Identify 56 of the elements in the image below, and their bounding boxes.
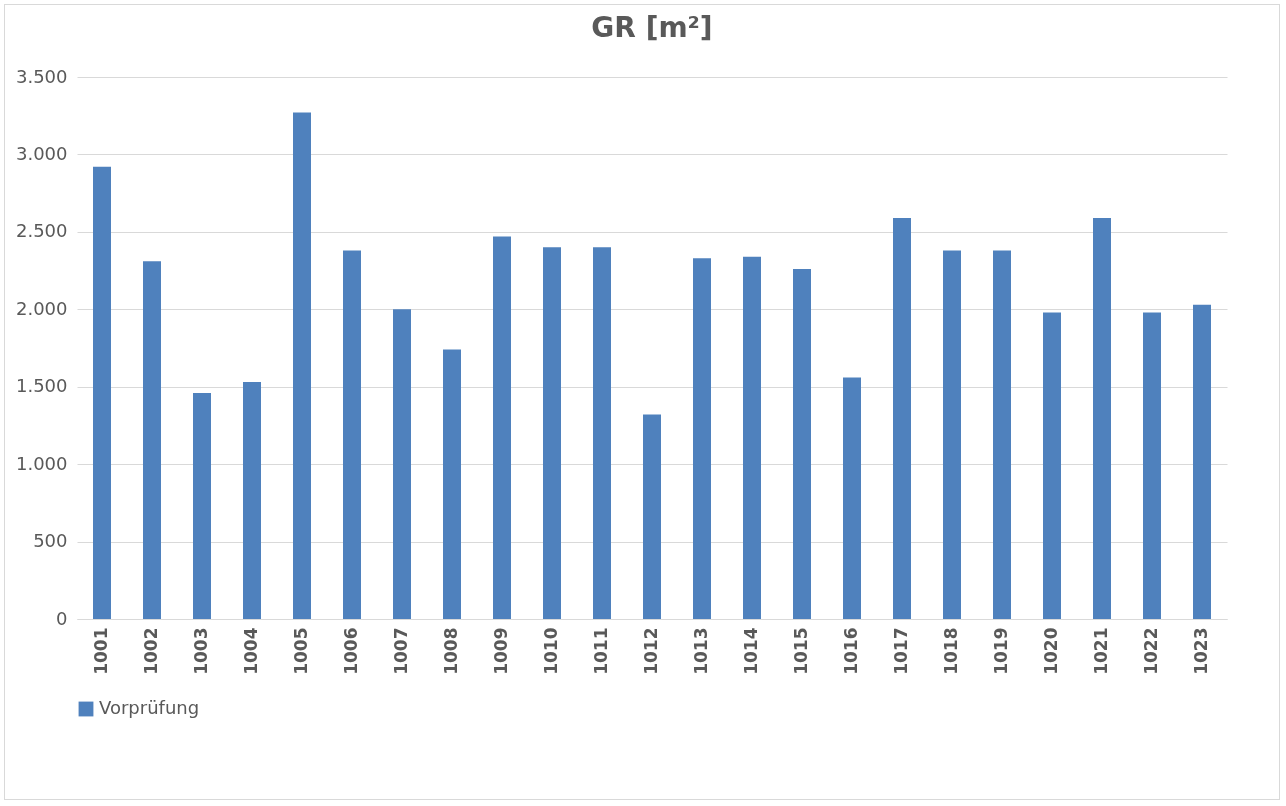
x-tick-label: 1007 bbox=[391, 627, 411, 675]
y-tick-label: 3.000 bbox=[15, 142, 68, 164]
x-tick-label: 1010 bbox=[541, 627, 561, 675]
bar bbox=[943, 250, 961, 619]
bar bbox=[193, 392, 211, 619]
x-tick-label: 1008 bbox=[441, 627, 461, 675]
x-tick-label: 1018 bbox=[941, 627, 961, 675]
bar bbox=[293, 112, 311, 619]
bar bbox=[343, 250, 361, 619]
x-tick-label: 1012 bbox=[641, 627, 661, 675]
x-tick-label: 1011 bbox=[591, 627, 611, 675]
x-tick-label: 1014 bbox=[741, 627, 761, 675]
y-tick-label: 1.500 bbox=[15, 375, 68, 397]
x-tick-label: 1002 bbox=[141, 627, 161, 675]
x-tick-label: 1023 bbox=[1191, 627, 1211, 675]
bar bbox=[743, 256, 761, 619]
bar bbox=[243, 382, 261, 619]
x-tick-label: 1003 bbox=[191, 627, 211, 675]
bar bbox=[693, 258, 711, 619]
bar bbox=[443, 349, 461, 619]
bar bbox=[393, 309, 411, 619]
x-tick-label: 1017 bbox=[891, 627, 911, 675]
y-tick-label: 0 bbox=[56, 607, 68, 629]
bar bbox=[143, 261, 161, 619]
bar bbox=[1043, 312, 1061, 619]
legend-label: Vorprüfung bbox=[99, 697, 200, 718]
bar bbox=[93, 166, 111, 619]
x-tick-label: 1009 bbox=[491, 627, 511, 675]
y-tick-label: 500 bbox=[33, 530, 68, 552]
y-tick-label: 2.500 bbox=[15, 220, 68, 242]
x-tick-label: 1001 bbox=[91, 627, 111, 675]
chart-title: GR [m²] bbox=[591, 11, 713, 44]
x-tick-label: 1022 bbox=[1141, 627, 1161, 675]
y-tick-label: 2.000 bbox=[15, 297, 68, 319]
x-tick-label: 1016 bbox=[841, 627, 861, 675]
y-tick-label: 3.500 bbox=[15, 65, 68, 87]
x-tick-label: 1015 bbox=[791, 627, 811, 675]
bar bbox=[893, 217, 911, 619]
y-tick-label: 1.000 bbox=[15, 452, 68, 474]
bar bbox=[993, 250, 1011, 619]
x-tick-label: 1021 bbox=[1091, 627, 1111, 675]
bar bbox=[1143, 312, 1161, 619]
bar bbox=[543, 247, 561, 619]
x-tick-label: 1019 bbox=[991, 627, 1011, 675]
bar bbox=[1193, 304, 1211, 619]
bar bbox=[793, 269, 811, 619]
bar bbox=[843, 377, 861, 619]
x-tick-label: 1020 bbox=[1041, 627, 1061, 675]
x-tick-label: 1005 bbox=[291, 627, 311, 675]
bar bbox=[643, 414, 661, 619]
bar bbox=[1093, 217, 1111, 619]
bar bbox=[493, 236, 511, 619]
bar bbox=[593, 247, 611, 619]
x-tick-label: 1013 bbox=[691, 627, 711, 675]
x-tick-label: 1006 bbox=[341, 627, 361, 675]
x-tick-label: 1004 bbox=[241, 627, 261, 675]
